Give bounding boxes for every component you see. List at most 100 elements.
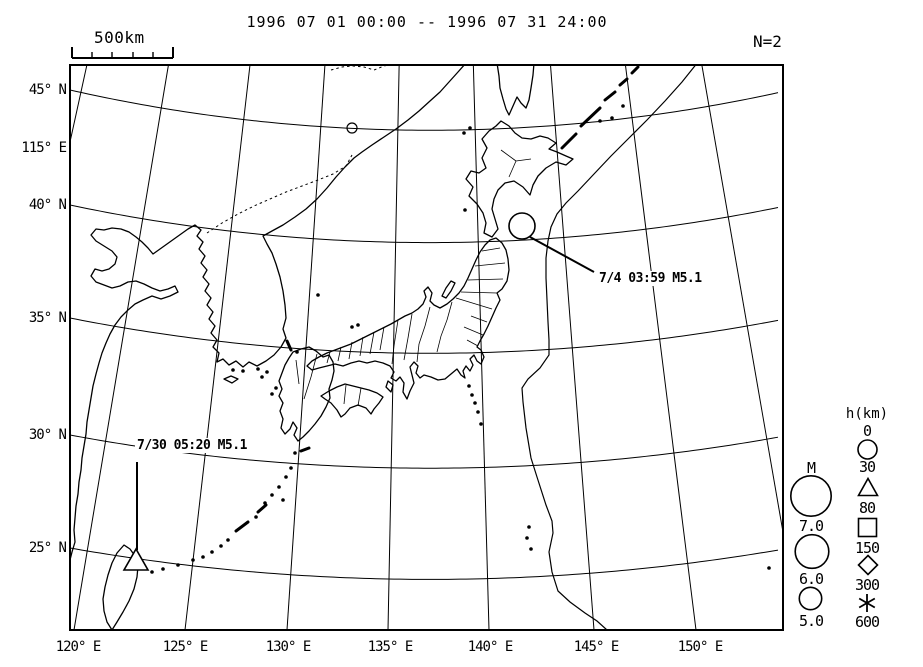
depth-boundary-80: 80 <box>858 499 876 517</box>
islet <box>618 77 629 87</box>
magnitude-7-circle-icon <box>789 474 832 517</box>
internal-boundary <box>463 326 484 336</box>
parallel-35N <box>70 317 779 354</box>
islet-dot <box>621 104 625 108</box>
lake-khanka <box>346 122 358 134</box>
islet-dot <box>462 131 466 135</box>
lat-label-35N: 35° N <box>28 310 67 326</box>
magnitude-5-circle-icon <box>798 586 823 611</box>
magnitude-legend-title: M <box>806 459 816 477</box>
internal-boundary <box>467 278 504 281</box>
lon-label-140E: 140° E <box>467 639 514 655</box>
internal-boundary <box>359 336 364 357</box>
internal-boundary <box>470 315 488 323</box>
magnitude-legend-symbols <box>789 474 832 611</box>
islet-dot <box>529 547 533 551</box>
lat-label-115E: 115° E <box>21 140 67 156</box>
islet-dot <box>284 475 288 479</box>
parallel-25N <box>70 547 779 580</box>
internal-boundary <box>357 387 362 407</box>
internal-boundary <box>500 149 517 162</box>
islet-dot <box>256 367 260 371</box>
depth-legend-title: h(km) <box>845 406 889 422</box>
event-leader-line <box>529 236 595 273</box>
islet-dot <box>468 126 472 130</box>
islet <box>256 503 268 514</box>
internal-boundary <box>391 345 395 365</box>
lat-label-30N: 30° N <box>28 427 67 443</box>
lon-label-135E: 135° E <box>367 639 414 655</box>
islet-dot <box>274 386 278 390</box>
event-label-0: 7/4 03:59 M5.1 <box>597 271 704 286</box>
meridian-140E <box>472 65 490 630</box>
islet-dot <box>254 515 258 519</box>
internal-boundary <box>348 341 353 360</box>
internal-boundary <box>407 313 413 339</box>
trench-line <box>521 65 697 630</box>
islet-dot <box>476 410 480 414</box>
dashed-border-0 <box>206 154 353 234</box>
islet-dot <box>467 384 471 388</box>
internal-boundary <box>440 319 448 337</box>
lon-label-125E: 125° E <box>162 639 209 655</box>
islet-dot <box>150 570 154 574</box>
internal-boundary <box>310 353 318 378</box>
islet-dot <box>356 323 360 327</box>
islet <box>234 520 250 533</box>
islet-dot <box>473 401 477 405</box>
depth-symbol-diamond-icon <box>857 554 879 576</box>
islet-dot <box>219 544 223 548</box>
parallel-30N <box>70 434 779 469</box>
internal-boundary <box>481 247 501 252</box>
islet-dot <box>270 493 274 497</box>
internal-boundary <box>337 346 342 362</box>
depth-symbol-circle-icon <box>857 439 878 460</box>
coast-mainland-asia-korea-china <box>70 65 466 561</box>
magnitude-value-5: 5.0 <box>798 612 824 630</box>
internal-boundary <box>416 343 420 363</box>
internal-boundary <box>515 158 532 162</box>
islet-dot <box>201 555 205 559</box>
coast-honshu <box>306 237 510 400</box>
parallel-45N <box>70 89 779 131</box>
coast-sado <box>441 280 456 299</box>
magnitude-6-circle-icon <box>794 533 830 570</box>
meridian-150E <box>624 65 697 630</box>
islet-dot <box>463 208 467 212</box>
internal-boundary <box>369 331 375 355</box>
islet-dot <box>161 567 165 571</box>
depth-boundary-600: 600 <box>854 613 880 631</box>
lat-label-40N: 40° N <box>28 197 67 213</box>
event-label-1: 7/30 05:20 M5.1 <box>135 438 249 453</box>
internal-boundary <box>474 262 506 267</box>
depth-boundary-300: 300 <box>854 576 880 594</box>
depth-symbol-square-icon <box>857 517 878 538</box>
islet-dot <box>270 392 274 396</box>
lon-label-150E: 150° E <box>677 639 724 655</box>
islet-dot <box>277 485 281 489</box>
internal-boundary <box>403 337 409 361</box>
internal-boundary <box>455 297 493 310</box>
internal-boundary <box>424 306 431 327</box>
islet-dot <box>525 536 529 540</box>
islet <box>299 446 311 453</box>
lat-label-45N: 45° N <box>28 82 67 98</box>
internal-boundary <box>343 384 347 405</box>
islet-dot <box>263 501 267 505</box>
islet-dot <box>293 451 297 455</box>
islet-dot <box>610 116 614 120</box>
islet-dot <box>260 375 264 379</box>
islet-dot <box>176 563 180 567</box>
magnitude-value-7: 7.0 <box>798 517 824 535</box>
event-count-label: N=2 <box>753 32 782 51</box>
islet-dot <box>316 293 320 297</box>
internal-boundary <box>446 301 453 321</box>
islet-dot <box>295 350 299 354</box>
islet <box>603 90 617 102</box>
internal-boundary <box>393 319 399 347</box>
map-clip-group <box>70 65 783 630</box>
depth-symbol-triangle-icon <box>857 476 879 497</box>
islet-dot <box>767 566 771 570</box>
